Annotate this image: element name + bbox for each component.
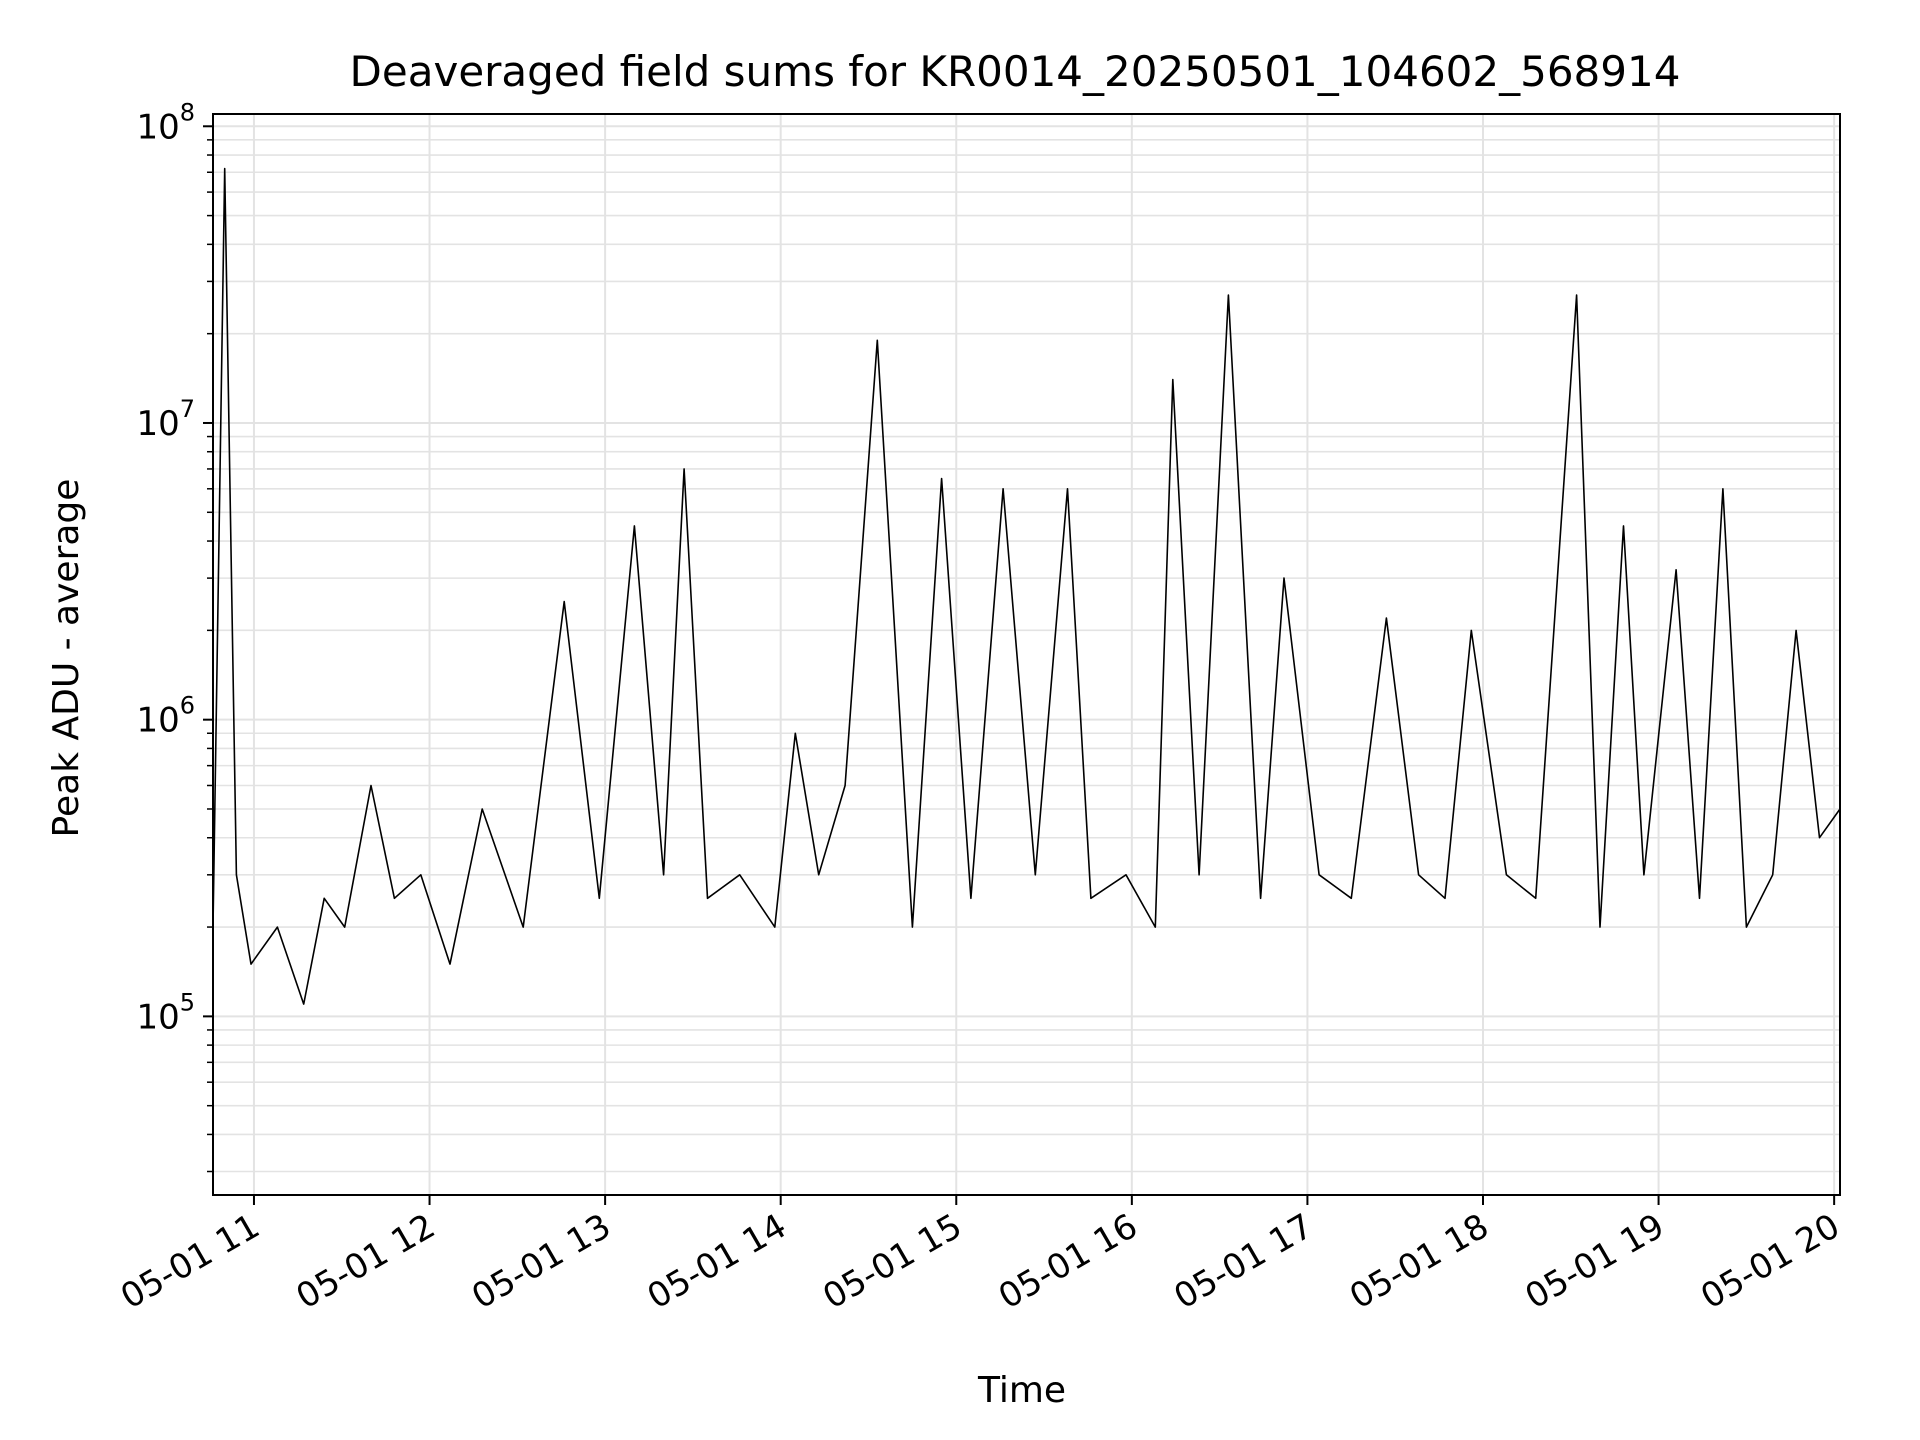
y-axis-ticks: 105 106 107 108 bbox=[136, 98, 213, 1173]
y-tick-label: 108 bbox=[136, 98, 195, 147]
series-line-0 bbox=[212, 167, 1841, 1005]
grid-lines bbox=[213, 114, 1840, 1195]
y-axis-label: Peak ADU - average bbox=[46, 479, 87, 838]
axes-frame bbox=[212, 113, 1841, 1196]
y-tick-label: 106 bbox=[136, 692, 195, 741]
series-layer bbox=[212, 167, 1841, 1005]
y-tick-label: 105 bbox=[136, 988, 195, 1037]
x-axis-label: Time bbox=[977, 1370, 1066, 1411]
y-tick-label: 107 bbox=[136, 395, 195, 444]
chart-title: Deaveraged field sums for KR0014_2025050… bbox=[350, 47, 1681, 96]
